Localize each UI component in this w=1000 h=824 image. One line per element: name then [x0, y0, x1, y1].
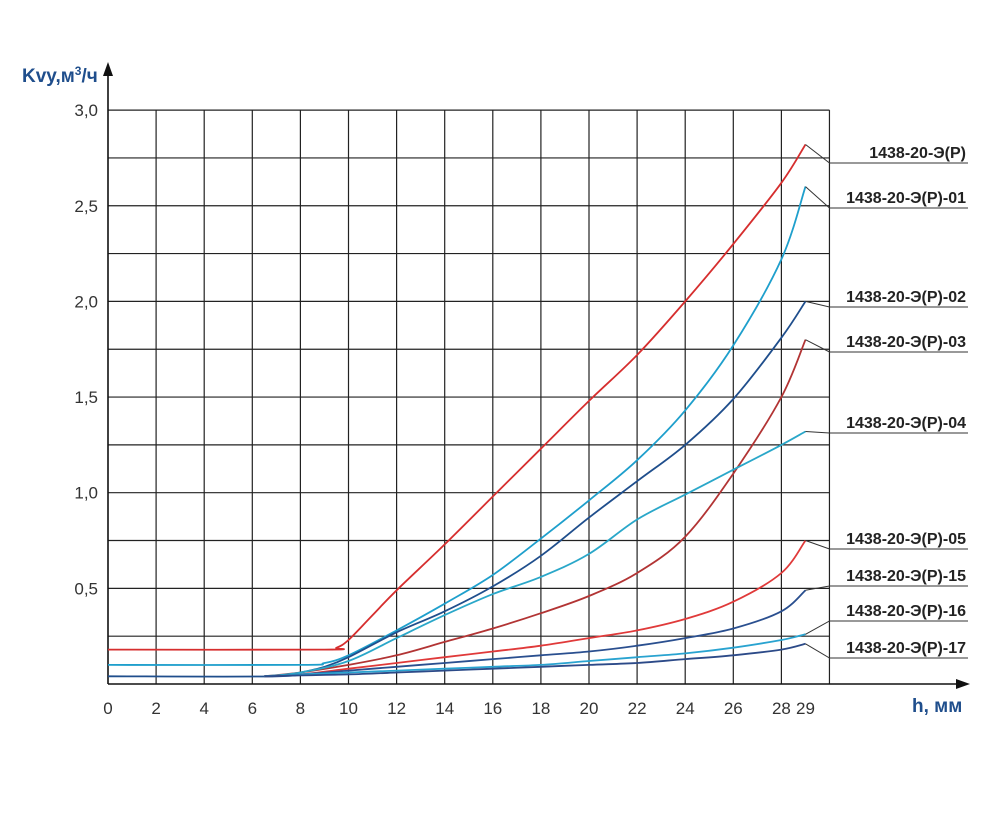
leader-line: [805, 431, 968, 434]
x-tick-label: 20: [580, 699, 599, 718]
x-tick-label: 26: [724, 699, 743, 718]
series-label: 1438-20-Э(Р)-01: [846, 190, 966, 207]
leader-line: [805, 585, 968, 591]
x-tick-label: 24: [676, 699, 695, 718]
series-label: 1438-20-Э(Р)-05: [846, 531, 966, 548]
leader-line: [805, 643, 968, 659]
leader-line: [805, 620, 968, 635]
y-tick-label: 2,0: [74, 292, 98, 311]
x-tick-label: 22: [628, 699, 647, 718]
x-tick-label: 28: [772, 699, 791, 718]
leader-line: [805, 144, 968, 164]
y-tick-label: 1,0: [74, 484, 98, 503]
series-label: 1438-20-Э(Р)-15: [846, 568, 966, 585]
x-axis-arrow: [956, 679, 970, 689]
series-line: [107, 186, 807, 666]
leader-line: [805, 339, 968, 353]
x-tick-label: 4: [199, 699, 208, 718]
x-tick-label: 12: [387, 699, 406, 718]
leader-line: [805, 186, 968, 209]
series-line: [107, 144, 807, 651]
series-line: [107, 300, 807, 678]
axes: [103, 62, 970, 689]
y-tick-label: 0,5: [74, 579, 98, 598]
x-tick-label: 18: [531, 699, 550, 718]
legend-labels: 1438-20-Э(Р) 1438-20-Э(Р)-01 1438-20-Э(Р)-…: [846, 145, 966, 657]
x-tick-label: 2: [151, 699, 160, 718]
series-line: [264, 430, 806, 678]
series-line: [264, 642, 806, 678]
leader-line: [805, 300, 968, 308]
x-tick-label: 16: [483, 699, 502, 718]
y-tick-label: 1,5: [74, 388, 98, 407]
leader-line: [805, 540, 968, 550]
y-tick-label: 3,0: [74, 101, 98, 120]
x-axis-label: h, мм: [912, 696, 962, 717]
series-line: [264, 539, 807, 678]
series-label: 1438-20-Э(Р)-03: [846, 334, 966, 351]
series-lines: [107, 144, 807, 678]
y-axis-label: Kvy,м3/ч: [22, 64, 98, 87]
x-tick-label: 8: [296, 699, 305, 718]
series-label: 1438-20-Э(Р)-02: [846, 289, 966, 306]
series-line: [264, 339, 807, 678]
x-tick-label: 29: [796, 699, 815, 718]
x-tick-label: 14: [435, 699, 454, 718]
series-line: [264, 633, 806, 678]
x-tick-label: 0: [103, 699, 112, 718]
x-tick-label: 10: [339, 699, 358, 718]
series-label: 1438-20-Э(Р)-04: [846, 415, 966, 432]
series-label: 1438-20-Э(Р)-16: [846, 603, 966, 620]
x-tick-label: 6: [248, 699, 257, 718]
series-label: 1438-20-Э(Р)-17: [846, 640, 966, 657]
series-label: 1438-20-Э(Р): [869, 145, 966, 162]
grid: [108, 109, 831, 684]
legend-leader-lines: [805, 144, 968, 659]
y-axis-arrow: [103, 62, 113, 76]
tick-labels: 0 2 4 6 8 10 12 14 16 18 20 22 24 26 28 290,51,01,52,02…: [74, 101, 815, 718]
y-tick-label: 2,5: [74, 197, 98, 216]
series-line: [264, 589, 807, 678]
